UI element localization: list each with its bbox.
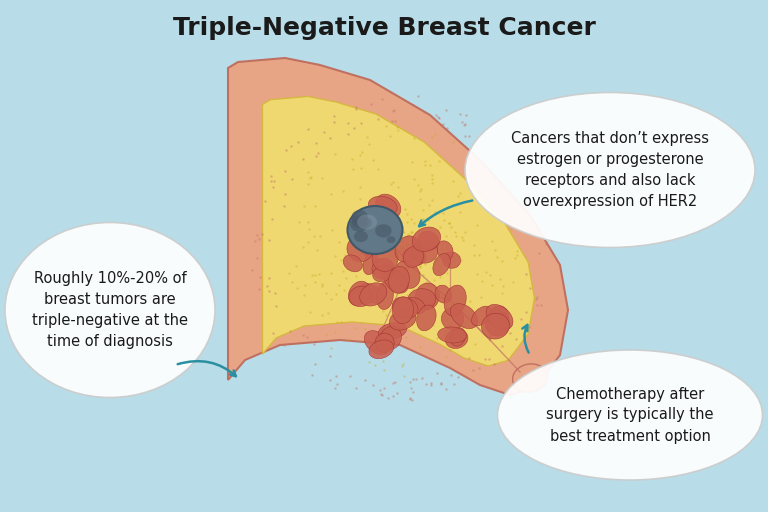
Ellipse shape [376,194,401,218]
Ellipse shape [512,364,548,392]
Ellipse shape [386,236,396,243]
Ellipse shape [354,231,368,242]
Text: Chemotherapy after
surgery is typically the
best treatment option: Chemotherapy after surgery is typically … [546,387,713,443]
Ellipse shape [490,306,508,325]
Ellipse shape [352,215,368,228]
Polygon shape [228,58,568,395]
Ellipse shape [372,245,398,271]
Ellipse shape [450,328,465,346]
Ellipse shape [359,283,387,306]
Ellipse shape [465,93,755,247]
Ellipse shape [442,308,464,330]
Ellipse shape [343,255,362,272]
Ellipse shape [395,236,419,262]
Ellipse shape [347,206,402,254]
Ellipse shape [392,297,414,324]
Ellipse shape [435,285,452,303]
Ellipse shape [408,289,435,310]
Ellipse shape [389,266,409,293]
Ellipse shape [418,231,439,250]
Ellipse shape [403,246,424,267]
Ellipse shape [375,333,394,352]
Ellipse shape [450,304,478,329]
Ellipse shape [444,285,466,316]
Ellipse shape [360,237,377,257]
Ellipse shape [364,331,390,355]
Ellipse shape [5,223,215,397]
Ellipse shape [412,227,441,251]
Ellipse shape [375,224,392,238]
Ellipse shape [372,259,394,279]
Ellipse shape [369,196,397,216]
Ellipse shape [379,323,406,339]
Ellipse shape [389,309,416,330]
Ellipse shape [438,327,467,343]
Ellipse shape [482,313,509,339]
Ellipse shape [349,281,370,306]
Text: Cancers that don’t express
estrogen or progesterone
receptors and also lack
over: Cancers that don’t express estrogen or p… [511,131,709,209]
Ellipse shape [376,282,393,310]
Ellipse shape [369,340,394,359]
Ellipse shape [395,261,420,288]
Ellipse shape [442,252,461,268]
Ellipse shape [415,283,439,310]
Ellipse shape [357,217,372,229]
Ellipse shape [406,297,425,313]
Ellipse shape [486,304,513,330]
Ellipse shape [350,218,368,232]
Ellipse shape [352,210,368,223]
Ellipse shape [412,240,438,263]
Ellipse shape [359,218,369,226]
Ellipse shape [372,265,393,282]
Ellipse shape [402,248,426,266]
Ellipse shape [437,241,453,260]
Ellipse shape [363,253,379,274]
Ellipse shape [384,269,408,293]
Ellipse shape [349,286,372,307]
Ellipse shape [357,215,377,229]
Polygon shape [263,96,535,366]
Ellipse shape [498,350,763,480]
Ellipse shape [347,236,373,262]
Ellipse shape [433,253,450,275]
Ellipse shape [392,297,418,318]
Ellipse shape [359,283,384,304]
Ellipse shape [380,326,402,350]
Ellipse shape [485,311,510,336]
Ellipse shape [417,305,436,331]
Ellipse shape [350,216,379,238]
Text: Triple-Negative Breast Cancer: Triple-Negative Breast Cancer [173,16,595,40]
Ellipse shape [445,329,468,349]
Ellipse shape [472,306,492,326]
Text: Roughly 10%-20% of
breast tumors are
triple-negative at the
time of diagnosis: Roughly 10%-20% of breast tumors are tri… [32,271,188,349]
